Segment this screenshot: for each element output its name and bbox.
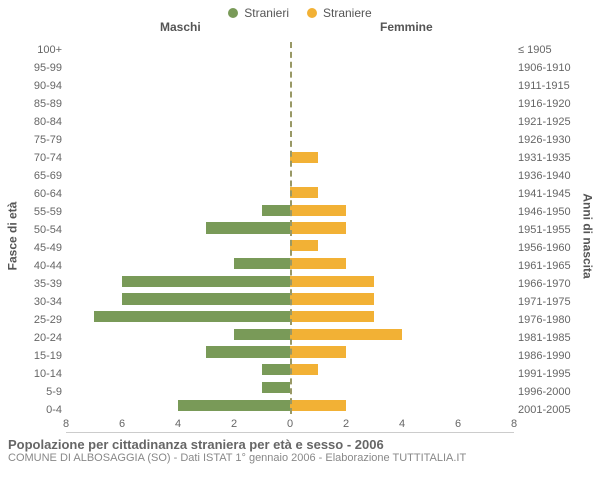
x-tick: 6 [119, 418, 125, 430]
legend-label-female: Straniere [323, 6, 372, 20]
y-label-year: 1996-2000 [518, 383, 580, 401]
y-label-year: 1991-1995 [518, 365, 580, 383]
y-label-year: 1941-1945 [518, 186, 580, 204]
caption-sub: COMUNE DI ALBOSAGGIA (SO) - Dati ISTAT 1… [8, 452, 592, 464]
bar-male [206, 222, 290, 233]
y-label-age: 15-19 [20, 347, 62, 365]
bar-female [290, 152, 318, 163]
y-label-age: 50-54 [20, 222, 62, 240]
x-tick: 6 [455, 418, 461, 430]
x-tick: 4 [175, 418, 181, 430]
header-male: Maschi [160, 20, 201, 34]
y-label-year: 1981-1985 [518, 329, 580, 347]
x-tick: 2 [343, 418, 349, 430]
column-headers: Maschi Femmine [0, 20, 600, 38]
x-tick: 4 [399, 418, 405, 430]
y-label-age: 65-69 [20, 168, 62, 186]
y-axis-title-left: Fasce di età [4, 38, 20, 433]
bar-female [290, 293, 374, 304]
bar-male [262, 364, 290, 375]
bar-female [290, 240, 318, 251]
y-label-age: 45-49 [20, 239, 62, 257]
y-axis-title-right: Anni di nascita [580, 38, 596, 433]
y-label-age: 10-14 [20, 365, 62, 383]
bar-male [122, 293, 290, 304]
bar-female [290, 346, 346, 357]
bar-female [290, 187, 318, 198]
y-label-year: 1921-1925 [518, 114, 580, 132]
bar-female [290, 258, 346, 269]
x-axis: 8 6 4 2 0 2 4 6 8 [66, 414, 514, 432]
x-tick: 0 [287, 418, 293, 430]
y-label-age: 95-99 [20, 60, 62, 78]
x-tick: 2 [231, 418, 237, 430]
y-label-year: 1931-1935 [518, 150, 580, 168]
y-label-age: 40-44 [20, 257, 62, 275]
bar-male [262, 382, 290, 393]
legend-label-male: Stranieri [244, 6, 289, 20]
legend-item-female: Straniere [307, 6, 372, 20]
bar-female [290, 276, 374, 287]
y-label-age: 100+ [20, 42, 62, 60]
y-label-age: 35-39 [20, 275, 62, 293]
caption-main: Popolazione per cittadinanza straniera p… [8, 437, 592, 452]
x-tick: 8 [63, 418, 69, 430]
bar-female [290, 329, 402, 340]
y-label-age: 0-4 [20, 401, 62, 419]
y-label-year: 1916-1920 [518, 96, 580, 114]
y-label-year: 1951-1955 [518, 222, 580, 240]
bar-male [234, 258, 290, 269]
bar-female [290, 222, 346, 233]
y-label-year: 1961-1965 [518, 257, 580, 275]
y-label-year: ≤ 1905 [518, 42, 580, 60]
y-label-age: 85-89 [20, 96, 62, 114]
y-label-year: 2001-2005 [518, 401, 580, 419]
y-label-year: 1956-1960 [518, 239, 580, 257]
bar-male [178, 400, 290, 411]
y-axis-right: ≤ 19051906-19101911-19151916-19201921-19… [514, 38, 580, 433]
y-label-year: 1936-1940 [518, 168, 580, 186]
y-label-age: 5-9 [20, 383, 62, 401]
header-female: Femmine [380, 20, 433, 34]
y-label-year: 1976-1980 [518, 311, 580, 329]
bar-female [290, 205, 346, 216]
plot-area: 8 6 4 2 0 2 4 6 8 [66, 38, 514, 433]
y-axis-left: 100+95-9990-9485-8980-8475-7970-7465-696… [20, 38, 66, 433]
bar-male [262, 205, 290, 216]
chart: Fasce di età 100+95-9990-9485-8980-8475-… [0, 38, 600, 433]
y-label-year: 1911-1915 [518, 78, 580, 96]
y-label-year: 1906-1910 [518, 60, 580, 78]
y-label-age: 75-79 [20, 132, 62, 150]
legend-swatch-male [228, 8, 238, 18]
y-label-age: 25-29 [20, 311, 62, 329]
legend: Stranieri Straniere [0, 0, 600, 20]
y-label-year: 1971-1975 [518, 293, 580, 311]
legend-swatch-female [307, 8, 317, 18]
bar-male [234, 329, 290, 340]
y-label-year: 1966-1970 [518, 275, 580, 293]
y-label-age: 60-64 [20, 186, 62, 204]
bar-female [290, 364, 318, 375]
y-label-year: 1986-1990 [518, 347, 580, 365]
bar-male [94, 311, 290, 322]
x-tick: 8 [511, 418, 517, 430]
legend-item-male: Stranieri [228, 6, 289, 20]
y-label-year: 1946-1950 [518, 204, 580, 222]
y-label-year: 1926-1930 [518, 132, 580, 150]
bar-female [290, 311, 374, 322]
y-label-age: 80-84 [20, 114, 62, 132]
bar-female [290, 400, 346, 411]
center-line [290, 42, 292, 414]
y-label-age: 70-74 [20, 150, 62, 168]
caption: Popolazione per cittadinanza straniera p… [0, 433, 600, 464]
y-label-age: 55-59 [20, 204, 62, 222]
bar-male [122, 276, 290, 287]
y-label-age: 20-24 [20, 329, 62, 347]
y-label-age: 90-94 [20, 78, 62, 96]
y-label-age: 30-34 [20, 293, 62, 311]
bar-male [206, 346, 290, 357]
